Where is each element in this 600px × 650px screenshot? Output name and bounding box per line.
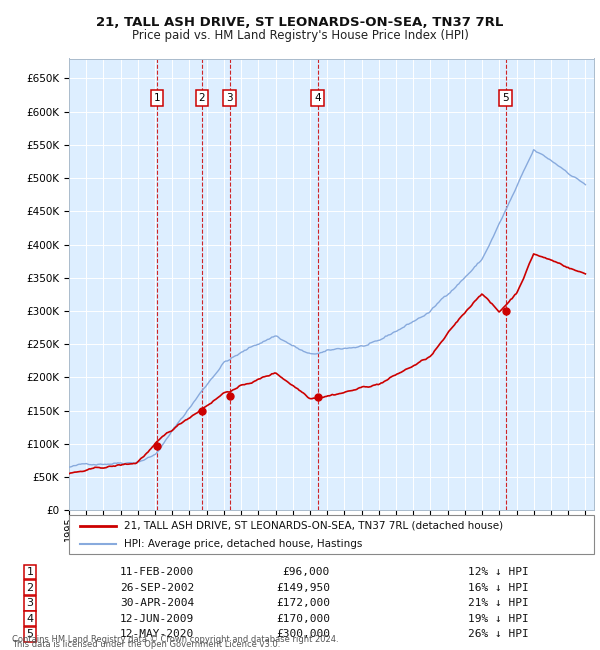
Text: 1: 1 bbox=[26, 567, 34, 577]
Text: 12-MAY-2020: 12-MAY-2020 bbox=[120, 629, 194, 640]
Text: 5: 5 bbox=[26, 629, 34, 640]
Text: £170,000: £170,000 bbox=[276, 614, 330, 624]
Text: 19% ↓ HPI: 19% ↓ HPI bbox=[468, 614, 529, 624]
Text: 2: 2 bbox=[26, 582, 34, 593]
Text: 21, TALL ASH DRIVE, ST LEONARDS-ON-SEA, TN37 7RL: 21, TALL ASH DRIVE, ST LEONARDS-ON-SEA, … bbox=[97, 16, 503, 29]
Text: £300,000: £300,000 bbox=[276, 629, 330, 640]
Text: 26-SEP-2002: 26-SEP-2002 bbox=[120, 582, 194, 593]
Text: 16% ↓ HPI: 16% ↓ HPI bbox=[468, 582, 529, 593]
Text: 3: 3 bbox=[26, 598, 34, 608]
Text: 2: 2 bbox=[199, 94, 205, 103]
Text: 4: 4 bbox=[314, 94, 321, 103]
FancyBboxPatch shape bbox=[69, 515, 594, 554]
Text: 1: 1 bbox=[154, 94, 160, 103]
Text: £96,000: £96,000 bbox=[283, 567, 330, 577]
Text: 4: 4 bbox=[26, 614, 34, 624]
Text: This data is licensed under the Open Government Licence v3.0.: This data is licensed under the Open Gov… bbox=[12, 640, 280, 649]
Text: 30-APR-2004: 30-APR-2004 bbox=[120, 598, 194, 608]
Text: 5: 5 bbox=[502, 94, 509, 103]
Text: 11-FEB-2000: 11-FEB-2000 bbox=[120, 567, 194, 577]
Text: 12% ↓ HPI: 12% ↓ HPI bbox=[468, 567, 529, 577]
Text: 21, TALL ASH DRIVE, ST LEONARDS-ON-SEA, TN37 7RL (detached house): 21, TALL ASH DRIVE, ST LEONARDS-ON-SEA, … bbox=[124, 521, 503, 530]
Text: £172,000: £172,000 bbox=[276, 598, 330, 608]
Text: 12-JUN-2009: 12-JUN-2009 bbox=[120, 614, 194, 624]
Text: 21% ↓ HPI: 21% ↓ HPI bbox=[468, 598, 529, 608]
Text: Contains HM Land Registry data © Crown copyright and database right 2024.: Contains HM Land Registry data © Crown c… bbox=[12, 634, 338, 644]
Text: 3: 3 bbox=[226, 94, 233, 103]
Text: 26% ↓ HPI: 26% ↓ HPI bbox=[468, 629, 529, 640]
Text: HPI: Average price, detached house, Hastings: HPI: Average price, detached house, Hast… bbox=[124, 539, 362, 549]
Text: Price paid vs. HM Land Registry's House Price Index (HPI): Price paid vs. HM Land Registry's House … bbox=[131, 29, 469, 42]
Text: £149,950: £149,950 bbox=[276, 582, 330, 593]
